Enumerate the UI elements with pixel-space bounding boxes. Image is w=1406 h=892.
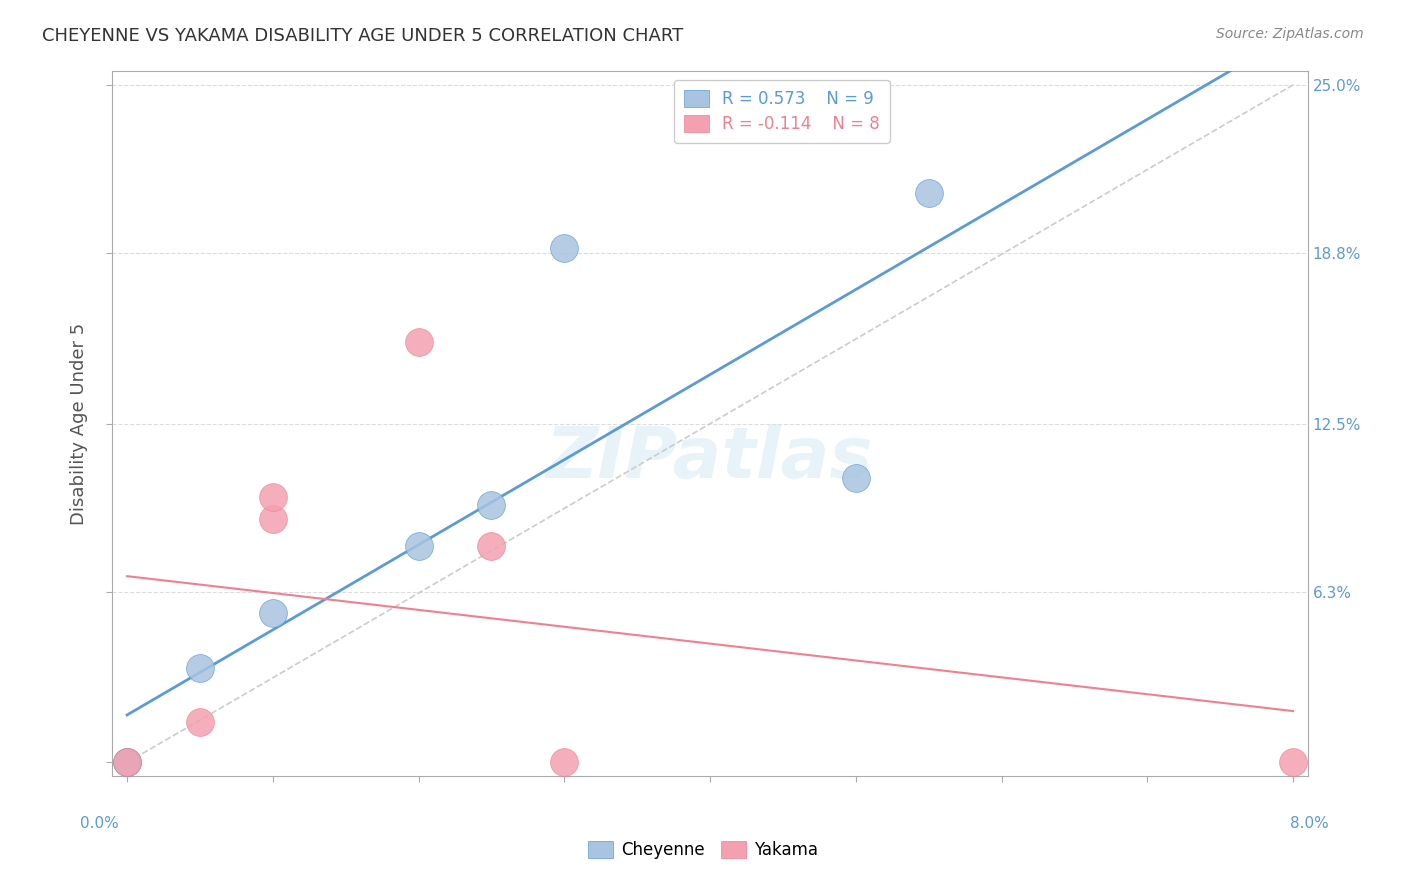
Point (553, 756, 575, 770)
Point (115, 756, 138, 770)
Point (262, 607, 284, 621)
Point (408, 539, 430, 553)
Point (481, 498, 503, 512)
Point (188, 660, 211, 674)
Point (115, 756, 138, 770)
Point (262, 511, 284, 525)
Text: CHEYENNE VS YAKAMA DISABILITY AGE UNDER 5 CORRELATION CHART: CHEYENNE VS YAKAMA DISABILITY AGE UNDER … (42, 27, 683, 45)
Point (408, 335, 430, 350)
Point (188, 714, 211, 729)
Legend: R = 0.573    N = 9, R = -0.114    N = 8: R = 0.573 N = 9, R = -0.114 N = 8 (673, 79, 890, 143)
Legend: Cheyenne, Yakama: Cheyenne, Yakama (581, 834, 825, 866)
Point (553, 240, 575, 255)
Point (1282, 756, 1305, 770)
Text: 0.0%: 0.0% (80, 816, 120, 831)
Text: 8.0%: 8.0% (1289, 816, 1329, 831)
Text: ZIPatlas: ZIPatlas (547, 425, 873, 493)
Point (845, 471, 868, 485)
Point (262, 490, 284, 504)
Point (481, 539, 503, 553)
Point (115, 756, 138, 770)
Text: Source: ZipAtlas.com: Source: ZipAtlas.com (1216, 27, 1364, 41)
Point (917, 186, 939, 201)
Y-axis label: Disability Age Under 5: Disability Age Under 5 (70, 323, 89, 524)
